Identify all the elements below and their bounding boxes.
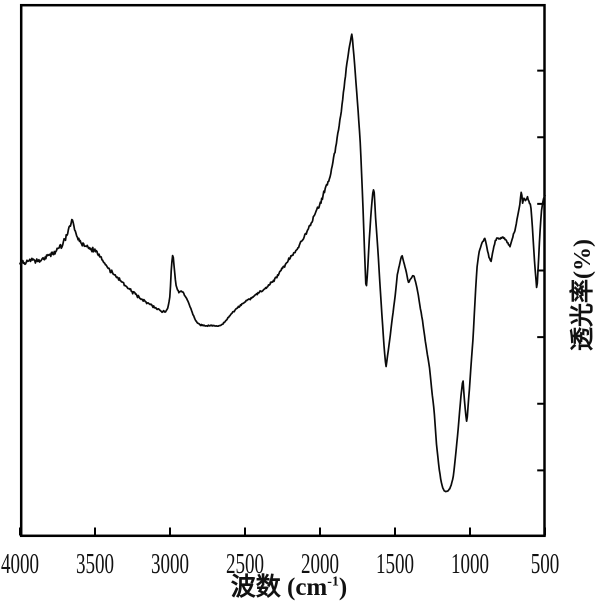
x-tick-label: 1500 [376, 550, 414, 580]
spectrum-curve [19, 33, 546, 493]
x-tick-label: 3000 [151, 550, 189, 580]
x-axis-title: 波数 (cm-1) [231, 575, 348, 600]
x-tick-label: 3500 [76, 550, 114, 580]
x-tick-label: 4000 [1, 550, 39, 580]
x-axis-title-text: 波数 (cm [230, 574, 328, 601]
y-axis-title: 透光率(%) [570, 239, 596, 351]
x-tick-label: 500 [531, 550, 560, 580]
x-axis-title-superscript: -1 [327, 574, 339, 590]
plot-frame [19, 3, 546, 538]
x-axis-title-close: ) [338, 574, 348, 601]
x-tick-label: 1000 [451, 550, 489, 580]
x-tick-label: 2000 [301, 550, 339, 580]
x-tick-label: 2500 [226, 550, 264, 580]
